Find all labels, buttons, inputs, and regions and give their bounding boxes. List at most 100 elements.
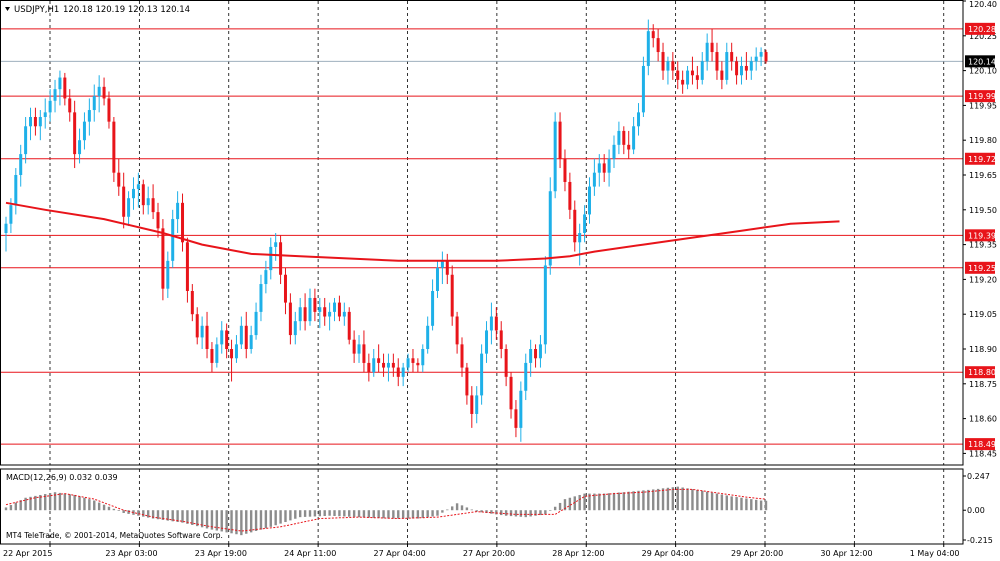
candle-body — [195, 314, 199, 338]
macd-bar — [39, 494, 42, 511]
candle-body — [656, 38, 660, 53]
level-badges: 120.28 119.99 119.72 119.39 119.25 118.80 118.… — [965, 22, 996, 451]
candle — [470, 386, 474, 428]
macd-bar — [215, 510, 219, 531]
candle — [181, 193, 185, 252]
candle — [627, 130, 631, 159]
macd-bar — [230, 510, 233, 534]
macd-bar — [122, 510, 125, 513]
candle — [548, 177, 552, 275]
candle-body — [68, 98, 72, 113]
candle-body — [558, 121, 562, 159]
macd-bar — [19, 500, 22, 511]
macd-bar — [372, 510, 375, 518]
candle — [254, 302, 258, 340]
candle-body — [538, 344, 542, 359]
candle — [19, 144, 23, 187]
macd-label: MACD(12,26,9) 0.032 0.039 — [6, 473, 118, 482]
candle-body — [455, 316, 459, 345]
macd-bar — [191, 510, 194, 525]
candle — [220, 321, 224, 354]
macd-bar — [362, 510, 366, 518]
candle-body — [426, 325, 430, 349]
candle — [543, 256, 547, 354]
price-tick-label: 119.95 — [969, 101, 997, 110]
candle-body — [274, 242, 278, 247]
candle — [29, 107, 33, 141]
macd-bar — [612, 492, 616, 511]
candle — [558, 112, 562, 169]
candle-body — [587, 186, 591, 215]
candle-body — [283, 274, 287, 303]
time-tick-label: 28 Apr 12:00 — [552, 549, 604, 558]
candle — [195, 307, 199, 345]
macd-bar — [289, 510, 292, 521]
triangle-down-icon[interactable] — [5, 7, 10, 11]
macd-bar — [88, 499, 91, 511]
macd-bar — [397, 510, 400, 519]
candle-body — [617, 130, 621, 145]
candle-body — [78, 140, 82, 155]
candle — [739, 56, 743, 85]
macd-bar — [455, 503, 459, 511]
candle — [529, 339, 533, 377]
macd-bar — [176, 510, 179, 522]
candle-body — [632, 126, 636, 150]
candle-body — [715, 52, 719, 71]
candle-body — [112, 121, 116, 173]
macd-bar — [759, 500, 763, 511]
candle — [4, 216, 8, 252]
candle — [725, 42, 729, 85]
pane-frames — [0, 0, 964, 545]
macd-bar — [495, 510, 498, 515]
candle-body — [739, 65, 743, 76]
candle-body — [431, 291, 435, 326]
macd-bar — [156, 510, 160, 520]
macd-bar — [607, 493, 611, 511]
candle — [563, 149, 567, 192]
macd-bar — [63, 493, 67, 511]
level-badge: 120.28 — [965, 22, 996, 35]
candle — [440, 251, 444, 285]
candle — [244, 311, 248, 359]
candle — [460, 337, 464, 377]
candle-body — [671, 61, 675, 71]
candle — [107, 91, 111, 129]
macd-bar — [274, 510, 277, 526]
macd-bar — [588, 493, 591, 511]
candle-body — [347, 311, 351, 340]
macd-bar — [504, 510, 508, 516]
candle-body — [372, 358, 376, 373]
candle — [435, 260, 439, 298]
macd-bar — [298, 510, 302, 518]
macd-bar — [627, 491, 630, 511]
level-badge-bg — [965, 90, 995, 103]
macd-bar — [701, 490, 704, 511]
candle — [480, 344, 484, 405]
macd-bar — [544, 510, 547, 515]
price-tick-label: 119.50 — [969, 206, 997, 215]
candle — [676, 61, 680, 90]
candle — [421, 344, 425, 373]
macd-bar — [83, 497, 86, 511]
candle-body — [592, 172, 596, 187]
candle-body — [185, 242, 189, 291]
candle — [514, 400, 518, 438]
macd-bar — [352, 510, 356, 517]
macd-bar — [720, 494, 724, 511]
candle-body — [97, 86, 101, 97]
candle-body — [524, 362, 528, 391]
candle-body — [19, 154, 23, 175]
macd-bar — [764, 500, 768, 511]
candle — [445, 253, 449, 285]
macd-bar — [196, 510, 199, 527]
candle-body — [33, 117, 37, 127]
candle-body — [82, 121, 86, 141]
candle-body — [450, 274, 454, 317]
macd-bar — [553, 506, 557, 511]
level-badge-bg — [965, 22, 995, 35]
macd-bar — [343, 510, 346, 517]
macd-bar — [421, 510, 424, 518]
candle-body — [259, 284, 263, 312]
